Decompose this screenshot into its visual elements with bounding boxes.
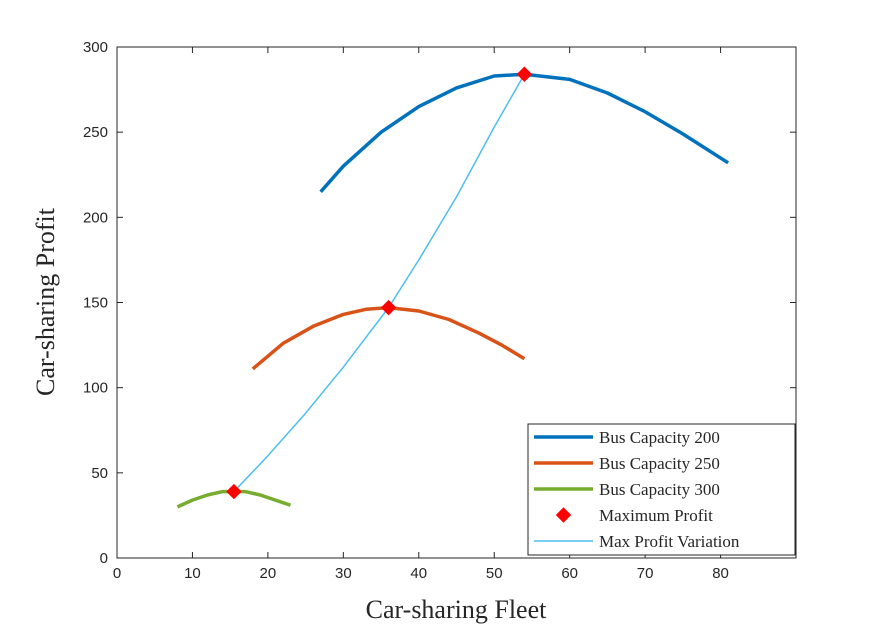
legend-label-maximum-profit: Maximum Profit [599, 506, 713, 525]
x-tick-label: 10 [184, 565, 201, 582]
x-axis-title: Car-sharing Fleet [366, 595, 547, 624]
x-tick-label: 80 [712, 565, 729, 582]
x-tick-label: 50 [486, 565, 503, 582]
legend: Bus Capacity 200 Bus Capacity 250 Bus Capa… [527, 423, 796, 556]
max-profit-point [516, 66, 533, 82]
y-tick-label: 100 [83, 380, 108, 397]
x-axis: 0 10 20 30 40 50 60 70 80 [113, 47, 729, 582]
x-tick-label: 60 [561, 565, 578, 582]
y-tick-label: 50 [91, 465, 108, 482]
y-tick-label: 0 [100, 550, 108, 567]
legend-label-bus-capacity-300: Bus Capacity 300 [599, 480, 720, 499]
y-axis: 0 50 100 150 200 250 300 [83, 39, 796, 567]
legend-label-max-profit-variation: Max Profit Variation [599, 532, 740, 551]
max-profit-point [226, 483, 242, 500]
legend-label-bus-capacity-200: Bus Capacity 200 [599, 428, 720, 447]
y-tick-label: 200 [83, 209, 108, 226]
legend-label-bus-capacity-250: Bus Capacity 250 [599, 454, 720, 473]
x-tick-label: 0 [113, 565, 121, 582]
x-tick-label: 30 [335, 565, 352, 582]
legend-marker-maximum-profit [555, 507, 572, 523]
series-line-bus-capacity-200 [319, 72, 730, 193]
y-tick-label: 300 [83, 39, 108, 56]
x-tick-label: 40 [410, 565, 427, 582]
x-tick-label: 20 [260, 565, 277, 582]
marker-layer [226, 66, 533, 500]
x-tick-label: 70 [637, 565, 654, 582]
max-profit-point [380, 299, 397, 316]
y-tick-label: 250 [83, 124, 108, 141]
y-axis-title: Car-sharing Profit [31, 207, 60, 396]
y-tick-label: 150 [83, 295, 108, 312]
